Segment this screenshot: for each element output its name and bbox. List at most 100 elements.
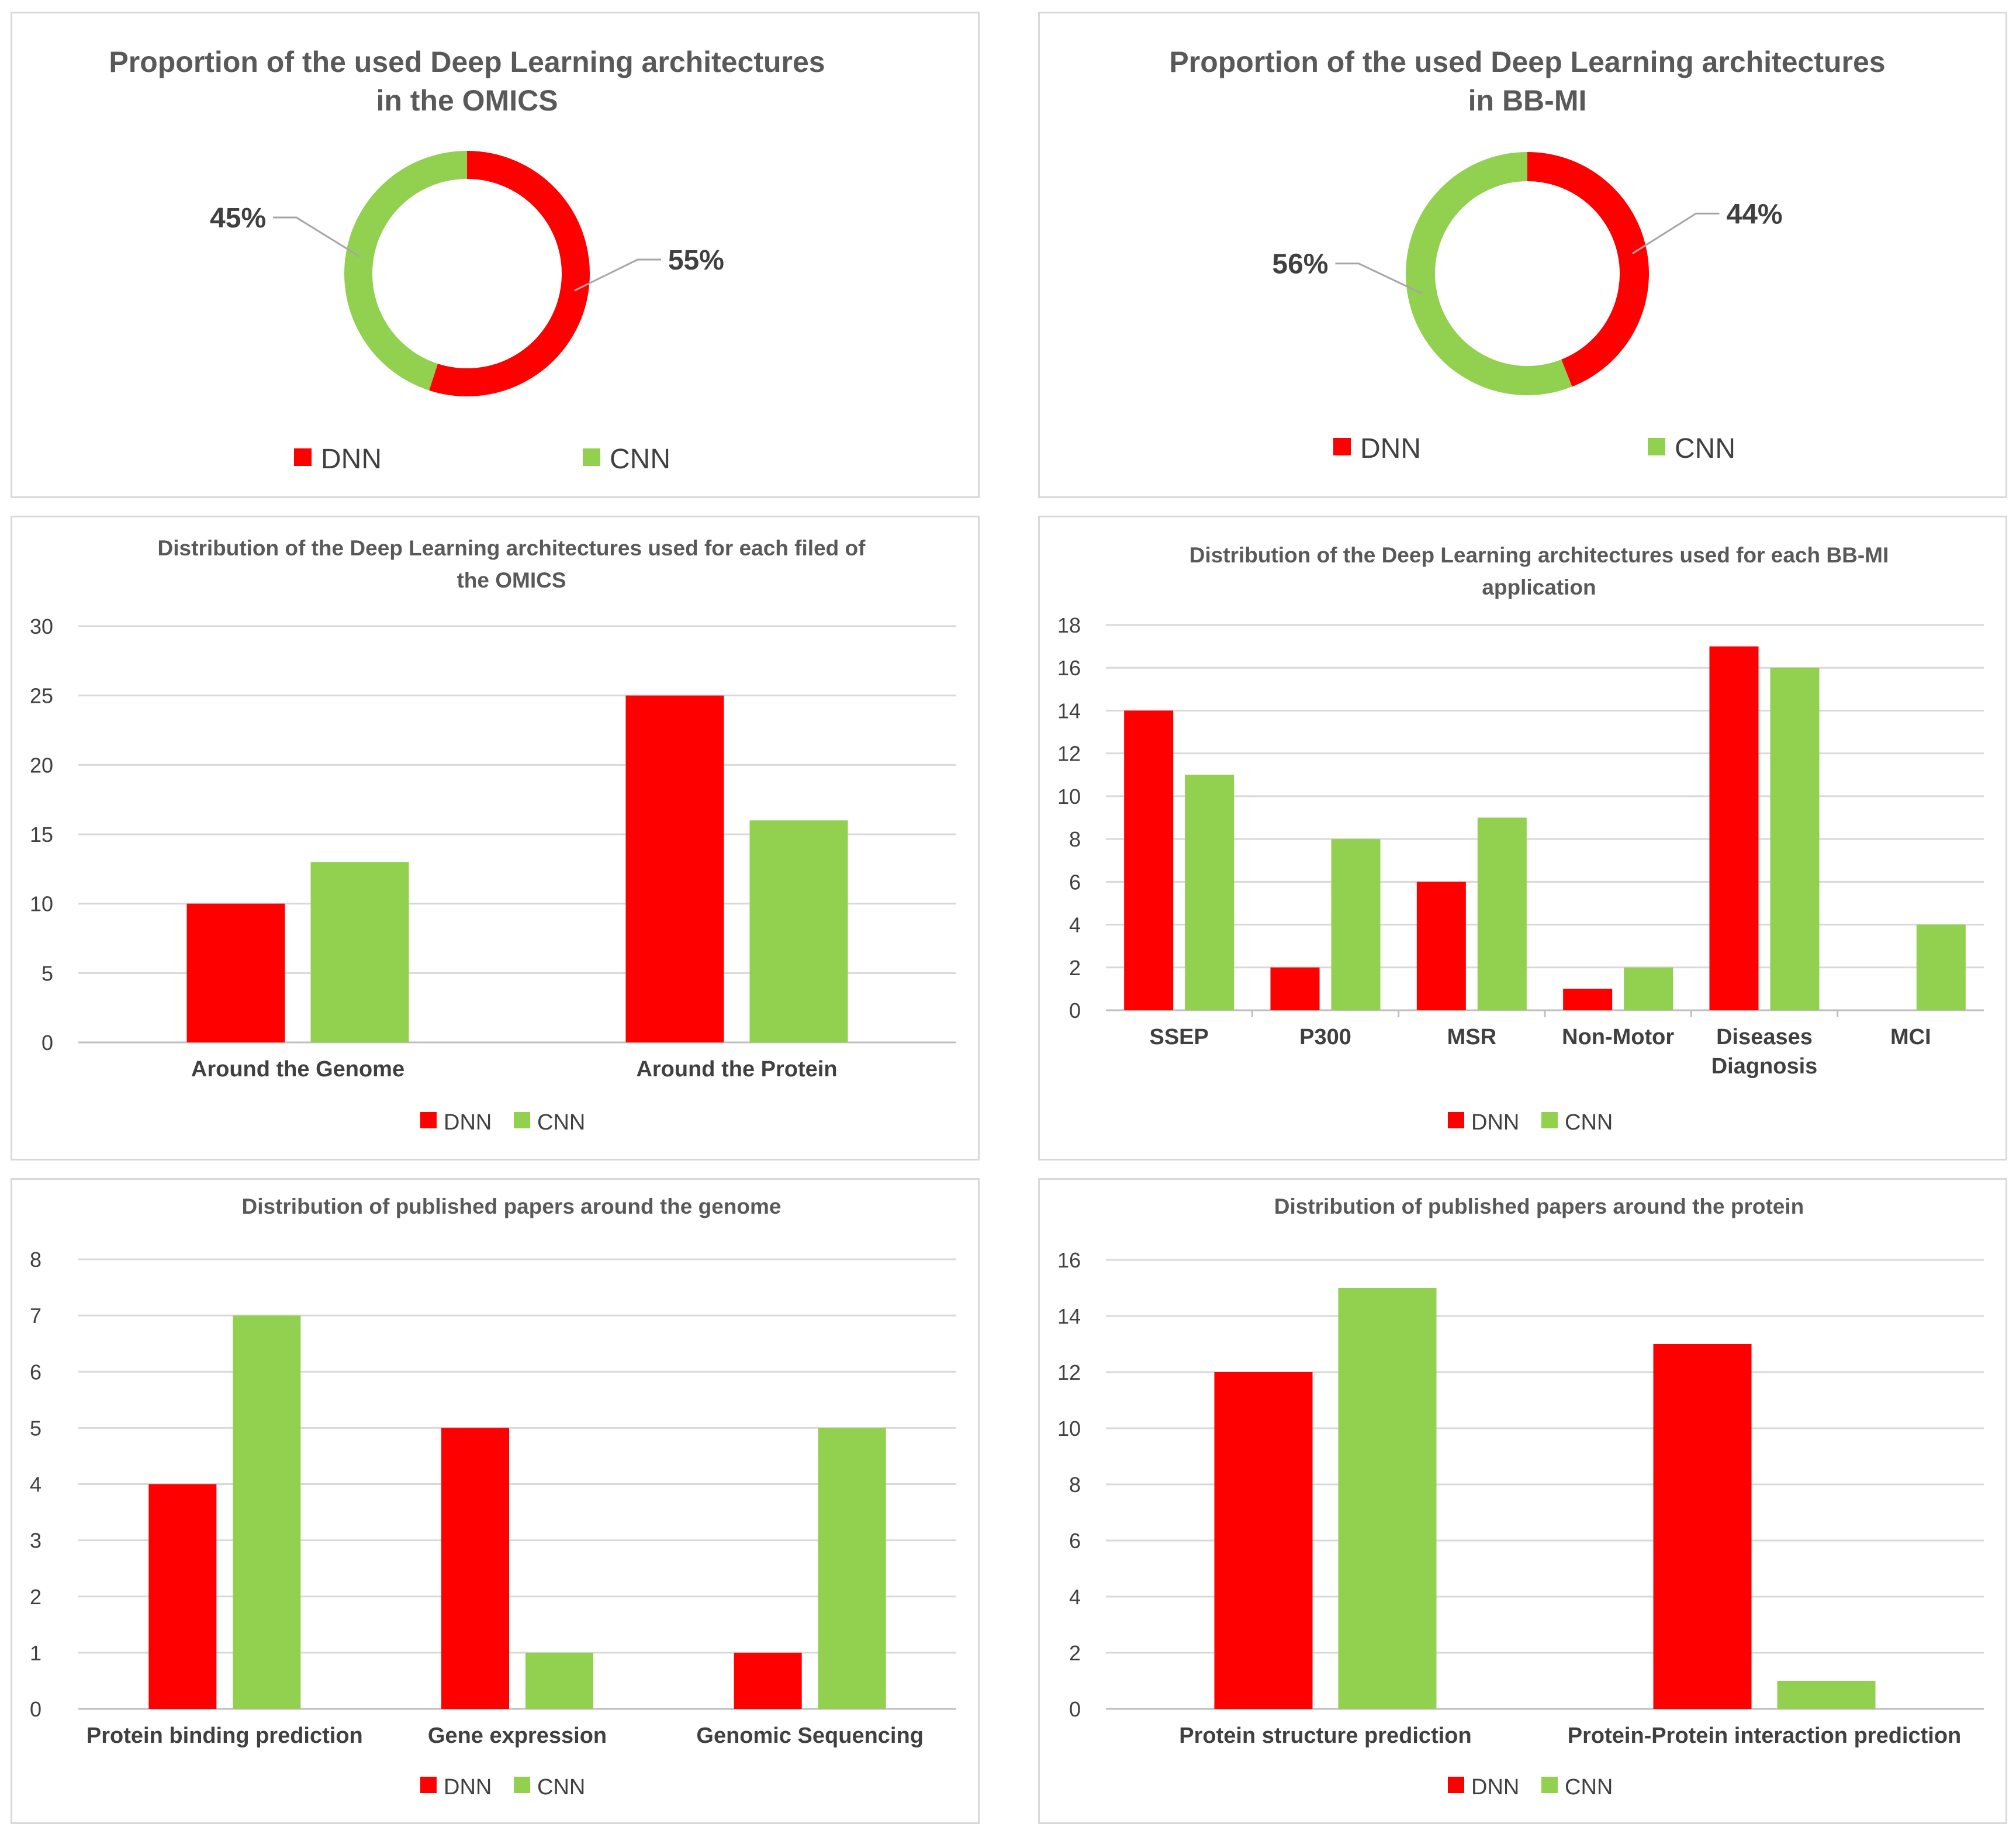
- legend-swatch-cnn: [1541, 1777, 1558, 1793]
- bar-cnn: [1185, 775, 1235, 1010]
- legend-swatch-dnn: [1448, 1777, 1464, 1793]
- y-tick-label: 14: [1057, 1304, 1081, 1328]
- chart-title-line: Distribution of the Deep Learning archit…: [158, 536, 866, 560]
- y-tick-label: 0: [1069, 999, 1081, 1023]
- data-label-cnn: 56%: [1272, 249, 1328, 280]
- y-tick-label: 1: [30, 1641, 42, 1665]
- chart-svg: Distribution of the Deep Learning archit…: [1057, 543, 1984, 1135]
- legend-swatch-dnn: [420, 1112, 437, 1128]
- y-tick-label: 3: [30, 1529, 42, 1553]
- data-label-leader-line: [1335, 263, 1423, 295]
- y-tick-label: 5: [30, 1416, 42, 1440]
- legend-label-dnn: DNN: [444, 1775, 492, 1800]
- x-category-label: Around the Protein: [636, 1057, 837, 1082]
- legend-swatch-dnn: [1333, 438, 1351, 455]
- chart-svg: Distribution of published papers around …: [30, 1194, 956, 1800]
- chart-title-line: in the OMICS: [376, 84, 558, 117]
- bar-cnn: [1770, 668, 1820, 1010]
- bar-cnn: [749, 820, 848, 1042]
- bar-cnn: [1331, 839, 1381, 1010]
- legend-swatch-cnn: [1648, 438, 1665, 455]
- x-category-label: Diseases: [1716, 1025, 1813, 1049]
- data-label-leader-line: [273, 216, 361, 258]
- bar-dnn: [1416, 882, 1466, 1010]
- x-category-label: P300: [1299, 1025, 1351, 1049]
- y-tick-label: 5: [42, 961, 53, 985]
- y-tick-label: 10: [1057, 1417, 1081, 1441]
- donut-slice-cnn: [344, 151, 468, 391]
- chart-title-line: Proportion of the used Deep Learning arc…: [109, 46, 825, 78]
- bar-cnn: [233, 1315, 301, 1709]
- x-category-label: Protein structure prediction: [1179, 1724, 1471, 1748]
- bbmi-distribution-bar-chart: Distribution of the Deep Learning archit…: [1038, 516, 2007, 1161]
- y-tick-label: 14: [1057, 699, 1081, 723]
- bar-dnn: [1653, 1344, 1752, 1709]
- donut-slice-dnn: [429, 151, 590, 396]
- y-tick-label: 2: [30, 1585, 42, 1609]
- chart-svg: Distribution of the Deep Learning archit…: [30, 536, 956, 1135]
- y-tick-label: 4: [1069, 1585, 1081, 1609]
- chart-svg: Distribution of published papers around …: [1057, 1194, 1984, 1800]
- y-tick-label: 4: [1069, 913, 1081, 937]
- legend-label-cnn: CNN: [1565, 1775, 1613, 1800]
- chart-title-line: Proportion of the used Deep Learning arc…: [1169, 46, 1885, 78]
- omics-proportion-donut-chart: Proportion of the used Deep Learning arc…: [11, 12, 980, 498]
- chart-title-line: application: [1482, 575, 1596, 599]
- y-tick-label: 6: [1069, 870, 1081, 894]
- y-tick-label: 0: [1069, 1697, 1081, 1721]
- legend-swatch-cnn: [583, 448, 600, 466]
- y-tick-label: 8: [1069, 827, 1081, 851]
- legend-label-cnn: CNN: [537, 1110, 585, 1135]
- y-tick-label: 10: [1057, 785, 1081, 809]
- y-tick-label: 8: [30, 1248, 42, 1272]
- y-tick-label: 0: [42, 1031, 53, 1055]
- legend-label-cnn: CNN: [537, 1775, 585, 1800]
- y-tick-label: 15: [30, 823, 53, 847]
- x-category-label: MCI: [1890, 1025, 1931, 1049]
- bar-dnn: [734, 1652, 802, 1709]
- y-tick-label: 16: [1057, 1248, 1081, 1272]
- bar-cnn: [1477, 817, 1527, 1010]
- y-tick-label: 6: [30, 1360, 42, 1384]
- y-tick-label: 8: [1069, 1473, 1081, 1497]
- chart-title-line: the OMICS: [457, 568, 566, 592]
- bar-dnn: [1214, 1372, 1313, 1709]
- chart-title-line: Distribution of the Deep Learning archit…: [1189, 543, 1889, 567]
- chart-title-line: in BB-MI: [1468, 84, 1587, 117]
- legend-label-dnn: DNN: [321, 444, 382, 475]
- legend-label-dnn: DNN: [1360, 433, 1421, 464]
- x-category-label: SSEP: [1149, 1025, 1208, 1049]
- y-tick-label: 20: [30, 753, 53, 777]
- bar-dnn: [625, 695, 724, 1042]
- y-tick-label: 30: [30, 614, 53, 638]
- chart-title-line: Distribution of published papers around …: [1274, 1194, 1804, 1218]
- bar-cnn: [1916, 924, 1966, 1010]
- y-tick-label: 0: [30, 1697, 42, 1721]
- protein-papers-bar-chart: Distribution of published papers around …: [1038, 1178, 2007, 1824]
- chart-title-line: Distribution of published papers around …: [242, 1194, 781, 1218]
- x-category-label: Around the Genome: [191, 1057, 404, 1082]
- bar-cnn: [310, 862, 409, 1042]
- legend-swatch-dnn: [294, 448, 312, 466]
- x-category-label: Diagnosis: [1711, 1054, 1818, 1079]
- legend-label-cnn: CNN: [1675, 433, 1735, 464]
- y-tick-label: 16: [1057, 656, 1081, 680]
- y-tick-label: 2: [1069, 956, 1081, 980]
- bbmi-proportion-donut-chart: Proportion of the used Deep Learning arc…: [1038, 12, 2007, 498]
- y-tick-label: 2: [1069, 1641, 1081, 1665]
- y-tick-label: 12: [1057, 1360, 1081, 1384]
- bar-dnn: [1124, 710, 1174, 1010]
- bar-dnn: [441, 1428, 509, 1709]
- legend-label-cnn: CNN: [1565, 1110, 1613, 1135]
- bar-dnn: [1709, 646, 1759, 1010]
- data-label-dnn: 44%: [1727, 199, 1783, 230]
- y-tick-label: 7: [30, 1304, 42, 1328]
- y-tick-label: 12: [1057, 742, 1081, 766]
- omics-distribution-bar-chart: Distribution of the Deep Learning archit…: [11, 516, 980, 1161]
- x-category-label: Protein-Protein interaction prediction: [1568, 1724, 1962, 1748]
- bar-cnn: [1624, 967, 1673, 1010]
- bar-cnn: [525, 1652, 593, 1709]
- data-label-dnn: 55%: [668, 245, 724, 276]
- bar-dnn: [186, 903, 285, 1042]
- y-tick-label: 10: [30, 892, 53, 916]
